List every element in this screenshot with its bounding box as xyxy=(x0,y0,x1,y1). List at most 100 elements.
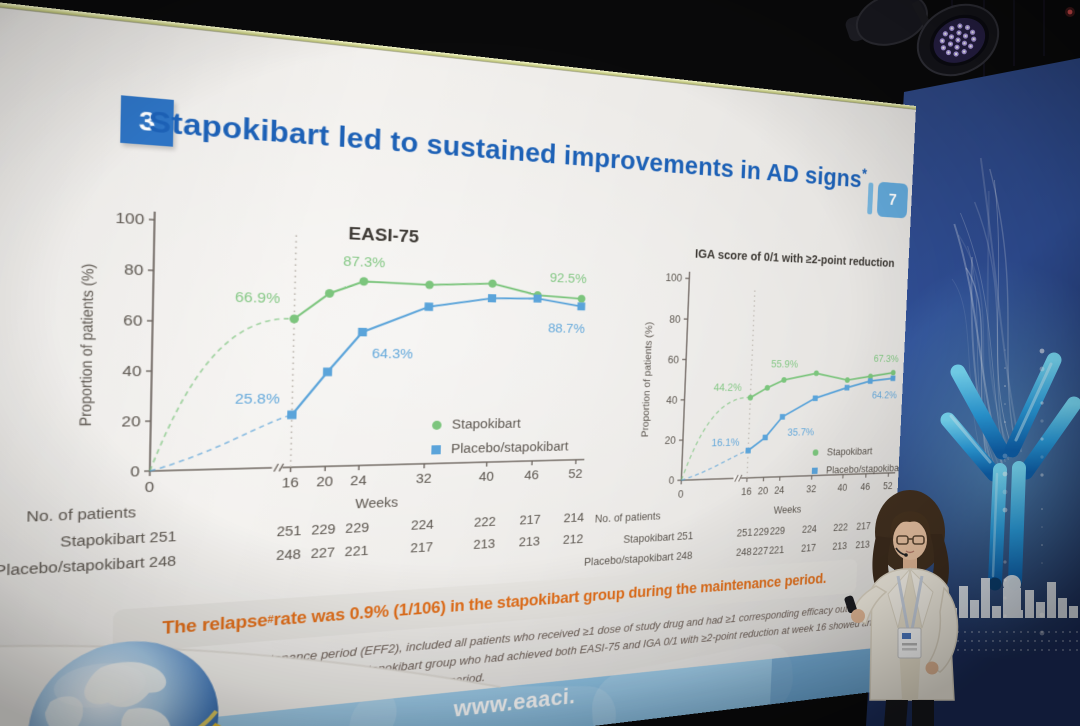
page-number-bar xyxy=(867,182,873,214)
slide-title-text: Stapokibart led to sustained improvement… xyxy=(148,105,862,193)
patients-count: 227 xyxy=(311,545,336,561)
legend-label: Stapokibart xyxy=(452,416,521,432)
patients-count: 224 xyxy=(411,517,434,533)
chart-title: EASI-75 xyxy=(348,223,419,246)
patients-count: 217 xyxy=(410,540,433,556)
x-tick-label: 0 xyxy=(145,478,155,495)
y-tick-label: 20 xyxy=(121,413,141,430)
patients-table-header: No. of patients xyxy=(595,511,661,526)
data-point xyxy=(868,378,873,383)
series-line xyxy=(748,378,893,451)
data-point xyxy=(891,370,896,375)
patients-row-label: Stapokibart 251 xyxy=(623,531,693,546)
patients-count: 229 xyxy=(311,522,336,538)
patients-count: 212 xyxy=(563,532,584,547)
chart-title: IGA score of 0/1 with ≥2-point reduction xyxy=(695,247,895,270)
y-tick-label: 40 xyxy=(666,395,677,406)
y-tick-label: 100 xyxy=(665,273,682,285)
y-tick-label: 100 xyxy=(115,209,144,228)
point-percentage-label: 25.8% xyxy=(235,390,281,407)
point-percentage-label: 35.7% xyxy=(787,427,814,439)
data-point xyxy=(577,302,585,310)
data-point xyxy=(424,302,433,311)
data-point xyxy=(359,277,368,286)
presenter-trousers xyxy=(884,700,908,726)
patients-row-label: Stapokibart 251 xyxy=(60,529,177,551)
patients-count: 251 xyxy=(737,528,753,540)
patients-count: 213 xyxy=(473,537,495,552)
patients-count: 229 xyxy=(345,520,369,536)
x-tick-label: 16 xyxy=(741,486,752,497)
patients-count: 248 xyxy=(276,547,301,564)
x-tick-label: 20 xyxy=(758,486,769,497)
x-tick-label: 32 xyxy=(416,470,432,486)
red-indicator-light xyxy=(1068,10,1073,15)
data-point xyxy=(845,377,850,383)
data-point xyxy=(533,294,541,302)
patients-count: 222 xyxy=(474,514,496,529)
data-point xyxy=(762,435,767,441)
patients-count: 217 xyxy=(519,512,541,527)
data-point xyxy=(813,395,818,401)
patients-count: 229 xyxy=(753,527,769,539)
patients-count: 251 xyxy=(276,523,301,539)
point-percentage-label: 66.9% xyxy=(235,289,281,307)
point-percentage-label: 16.1% xyxy=(711,437,740,449)
point-percentage-label: 67.3% xyxy=(873,353,899,364)
data-point xyxy=(488,279,496,287)
data-point xyxy=(323,368,332,377)
legend-label: Placebo/stapokibart xyxy=(451,439,569,457)
y-tick-label: 60 xyxy=(668,354,680,366)
y-axis-title: Proportion of patients (%) xyxy=(639,322,654,438)
slide-title: Stapokibart led to sustained improvement… xyxy=(148,104,867,194)
point-percentage-label: 87.3% xyxy=(343,253,386,271)
point-percentage-label: 64.2% xyxy=(872,390,898,401)
y-tick-label: 80 xyxy=(124,261,144,279)
x-tick-label: 40 xyxy=(479,469,495,485)
presentation-slide: 3 Stapokibart led to sustained improveme… xyxy=(0,2,916,726)
legend-marker xyxy=(812,468,818,475)
patients-count: 221 xyxy=(769,545,785,557)
y-tick-label: 20 xyxy=(665,435,676,447)
y-axis xyxy=(150,212,155,471)
patients-count: 214 xyxy=(563,510,584,525)
data-point xyxy=(781,377,786,383)
page-number-text: 7 xyxy=(888,190,897,209)
data-point xyxy=(844,385,849,391)
legend-label: Placebo/stapokibart xyxy=(826,462,905,476)
page-number-badge: 7 xyxy=(877,182,909,219)
data-point xyxy=(814,370,819,376)
x-axis-title: Weeks xyxy=(773,504,801,516)
data-point xyxy=(890,376,895,381)
x-tick-label: 52 xyxy=(568,466,583,481)
x-tick-label: 16 xyxy=(281,474,299,491)
x-axis xyxy=(150,460,585,471)
week16-reference-line xyxy=(291,234,297,467)
point-percentage-label: 64.3% xyxy=(372,346,414,362)
patients-count: 221 xyxy=(344,543,368,559)
data-point xyxy=(748,395,753,401)
y-axis-title: Proportion of patients (%) xyxy=(77,263,98,426)
point-percentage-label: 88.7% xyxy=(548,320,585,336)
data-point xyxy=(868,374,873,379)
legend-marker xyxy=(432,421,442,430)
easi75-chart: EASI-75 0 20 40 60 80 100 Proportion of patient… xyxy=(55,178,622,590)
data-point xyxy=(780,414,785,420)
dashed-lead-in xyxy=(150,415,292,471)
data-point xyxy=(578,295,586,303)
x-tick-label: 20 xyxy=(316,473,333,489)
patients-row-label: Placebo/stapokibart 248 xyxy=(0,553,176,579)
data-point xyxy=(765,385,770,391)
point-percentage-label: 92.5% xyxy=(550,270,587,286)
x-tick-label: 24 xyxy=(350,472,367,488)
presenter-face xyxy=(893,520,927,560)
patients-table-header: No. of patients xyxy=(26,505,136,526)
series-line xyxy=(292,291,582,415)
point-percentage-label: 44.2% xyxy=(713,382,742,394)
legend-marker xyxy=(431,445,441,454)
y-tick-label: 0 xyxy=(668,476,674,487)
patients-count: 248 xyxy=(736,547,752,559)
data-point xyxy=(425,281,434,290)
conference-stage-photo: 3 Stapokibart led to sustained improveme… xyxy=(0,0,1080,726)
patients-count: 229 xyxy=(770,526,786,538)
